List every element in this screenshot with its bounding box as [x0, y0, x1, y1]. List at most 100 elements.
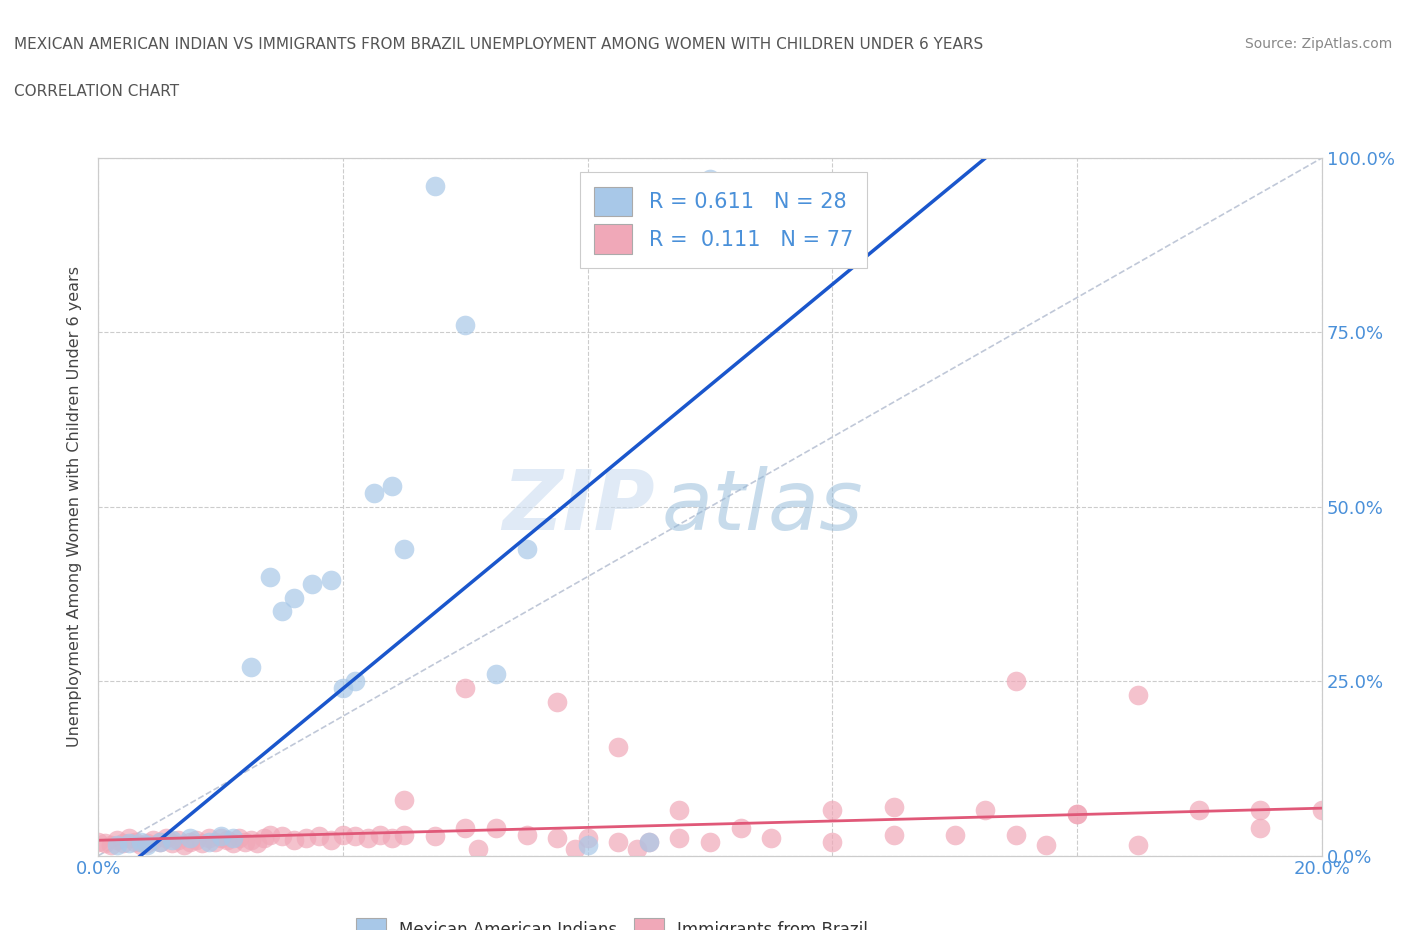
Point — [485, 820, 508, 835]
Point — [1249, 803, 1271, 817]
Point — [1128, 838, 1150, 853]
Point — [301, 577, 323, 591]
Point — [93, 836, 115, 850]
Y-axis label: Unemployment Among Women with Children Under 6 years: Unemployment Among Women with Children U… — [67, 266, 83, 748]
Point — [246, 836, 269, 850]
Point — [454, 318, 477, 333]
Point — [197, 834, 219, 849]
Point — [118, 830, 141, 845]
Point — [730, 820, 752, 835]
Point — [155, 830, 177, 845]
Point — [136, 838, 159, 853]
Point — [186, 833, 208, 848]
Point — [344, 673, 367, 688]
Point — [668, 803, 690, 817]
Point — [87, 834, 110, 849]
Point — [356, 830, 378, 845]
Point — [105, 838, 128, 853]
Point — [142, 833, 165, 848]
Point — [883, 828, 905, 843]
Point — [485, 667, 508, 682]
Point — [160, 833, 183, 848]
Point — [381, 479, 404, 494]
Point — [149, 834, 172, 849]
Point — [467, 842, 489, 856]
Point — [392, 541, 416, 556]
Point — [576, 830, 599, 845]
Point — [546, 830, 568, 845]
Point — [637, 834, 661, 849]
Point — [240, 660, 263, 675]
Point — [392, 792, 416, 807]
Point — [111, 836, 134, 850]
Point — [1035, 838, 1057, 853]
Legend: Mexican American Indians, Immigrants from Brazil: Mexican American Indians, Immigrants fro… — [347, 910, 877, 930]
Point — [149, 834, 172, 849]
Point — [270, 604, 292, 619]
Point — [167, 833, 190, 848]
Point — [668, 830, 690, 845]
Point — [883, 800, 905, 815]
Point — [637, 834, 661, 849]
Point — [209, 829, 232, 844]
Point — [295, 830, 318, 845]
Point — [546, 695, 568, 710]
Point — [215, 833, 238, 848]
Point — [332, 681, 354, 696]
Point — [1066, 806, 1088, 821]
Point — [1066, 806, 1088, 821]
Text: MEXICAN AMERICAN INDIAN VS IMMIGRANTS FROM BRAZIL UNEMPLOYMENT AMONG WOMEN WITH : MEXICAN AMERICAN INDIAN VS IMMIGRANTS FR… — [14, 37, 983, 52]
Point — [191, 836, 214, 850]
Point — [136, 836, 159, 850]
Point — [160, 836, 183, 850]
Point — [283, 833, 305, 848]
Point — [197, 830, 219, 845]
Point — [1004, 673, 1026, 688]
Point — [270, 829, 292, 844]
Point — [943, 828, 966, 843]
Point — [607, 834, 630, 849]
Text: CORRELATION CHART: CORRELATION CHART — [14, 84, 179, 99]
Text: ZIP: ZIP — [502, 466, 655, 548]
Point — [259, 569, 281, 584]
Point — [564, 842, 586, 856]
Point — [259, 828, 281, 843]
Point — [233, 834, 256, 849]
Point — [1249, 820, 1271, 835]
Point — [228, 830, 250, 845]
Point — [974, 803, 997, 817]
Point — [222, 836, 245, 850]
Point — [607, 740, 630, 755]
Point — [209, 830, 232, 845]
Point — [1188, 803, 1211, 817]
Point — [129, 838, 152, 853]
Point — [699, 172, 721, 187]
Point — [576, 838, 599, 853]
Point — [240, 833, 263, 848]
Point — [222, 830, 245, 845]
Point — [344, 829, 367, 844]
Point — [516, 541, 538, 556]
Point — [381, 830, 404, 845]
Point — [118, 836, 141, 850]
Point — [821, 834, 844, 849]
Point — [283, 591, 305, 605]
Point — [423, 829, 446, 844]
Point — [105, 833, 128, 848]
Point — [179, 830, 201, 845]
Point — [252, 830, 274, 845]
Point — [319, 573, 342, 588]
Point — [626, 842, 648, 856]
Point — [173, 838, 195, 853]
Point — [1128, 688, 1150, 703]
Point — [204, 834, 226, 849]
Point — [759, 830, 782, 845]
Point — [332, 828, 354, 843]
Point — [1004, 828, 1026, 843]
Point — [454, 681, 477, 696]
Point — [821, 803, 844, 817]
Point — [516, 828, 538, 843]
Point — [423, 179, 446, 193]
Point — [124, 834, 146, 849]
Point — [1310, 803, 1333, 817]
